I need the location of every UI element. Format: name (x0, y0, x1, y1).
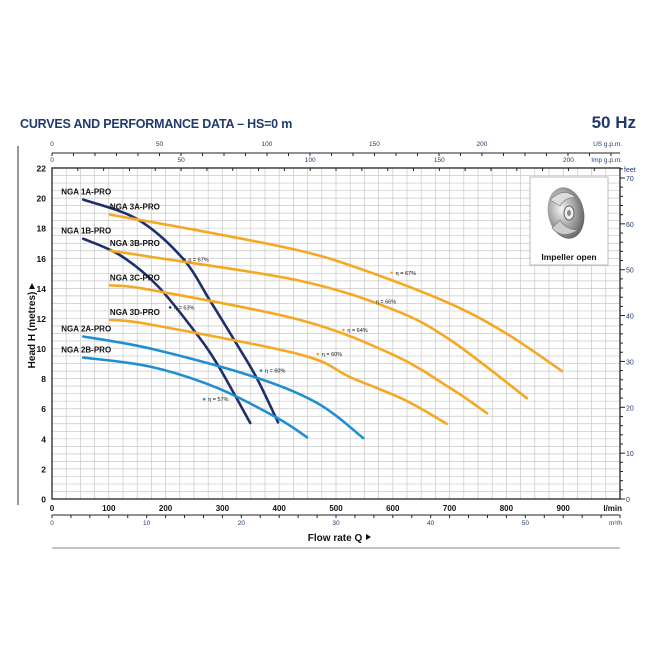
x-axis-label: Flow rate Q (308, 533, 363, 544)
y-tick-label: 12 (37, 314, 47, 324)
x-tick-label: 100 (102, 504, 116, 513)
us_gpm-tick-label: 0 (50, 141, 54, 148)
series-label: NGA 3B-PRO (110, 239, 160, 248)
series-line-nga-2a-pro (81, 335, 365, 440)
efficiency-label: η = 66% (376, 299, 396, 305)
feet-unit-label: feet (624, 167, 636, 174)
efficiency-label: η = 60% (265, 369, 285, 375)
series-label: NGA 1A-PRO (61, 188, 111, 197)
y-tick-label: 4 (41, 434, 46, 444)
us_gpm-tick-label: 50 (156, 141, 164, 148)
imp_gpm-tick-label: 100 (305, 157, 316, 164)
x-tick-label: 500 (329, 504, 343, 513)
efficiency-marker (183, 257, 186, 261)
series-line-nga-3a-pro (108, 213, 564, 373)
y-tick-label: 6 (41, 404, 46, 414)
x-tick-label: 700 (443, 504, 457, 513)
x-tick-label: 0 (50, 504, 55, 513)
series-line-nga-3b-pro (108, 249, 529, 400)
x-tick-label: 600 (386, 504, 400, 513)
efficiency-label: η = 57% (208, 397, 228, 403)
imp_gpm-tick-label: 50 (177, 157, 185, 164)
m3h-unit-label: m³/h (609, 520, 622, 527)
impeller-inset: Impeller open (529, 176, 609, 266)
x-tick-label: 400 (273, 504, 287, 513)
us_gpm-tick-label: 200 (477, 141, 488, 148)
flow-axis-arrow-icon (366, 534, 371, 540)
m3h-tick-label: 10 (143, 520, 151, 527)
labels: NGA 1A-PRO η = 67% NGA 1B-PRO η = 63% NGA 3A… (61, 188, 416, 404)
series-label: NGA 3D-PRO (110, 308, 160, 317)
imp_gpm-tick-label: 150 (434, 157, 445, 164)
feet-tick-label: 10 (626, 451, 634, 458)
series-line-nga-2b-pro (81, 356, 309, 439)
impeller-image (547, 187, 585, 239)
feet-axis: 0 10 20 30 40 50 60 70 feet (620, 167, 636, 504)
x-unit-label: l/min (603, 504, 622, 513)
efficiency-label: η = 63% (174, 305, 194, 311)
efficiency-label: η = 64% (347, 328, 367, 334)
series-line-nga-3c-pro (108, 284, 489, 415)
x-tick-label: 800 (500, 504, 514, 513)
imp_gpm-tick-label: 0 (50, 157, 54, 164)
efficiency-marker (342, 328, 345, 332)
feet-tick-label: 40 (626, 314, 634, 321)
feet-tick-label: 70 (626, 176, 634, 183)
y-tick-label: 20 (37, 194, 47, 204)
efficiency-marker (202, 397, 206, 401)
series-label: NGA 3A-PRO (110, 203, 160, 212)
efficiency-label: η = 67% (188, 257, 208, 263)
imp_gpm-axis: 0 50 100 150 200 Imp g.p.m. (50, 157, 622, 171)
y-tick-label: 18 (37, 224, 47, 234)
feet-tick-label: 60 (626, 222, 634, 229)
series (81, 198, 564, 440)
x-tick-label: 900 (557, 504, 571, 513)
y-tick-label: 22 (37, 164, 47, 174)
us_gpm-tick-label: 150 (369, 141, 380, 148)
x-tick-label: 200 (159, 504, 173, 513)
efficiency-marker (259, 369, 263, 372)
y-tick-label: 16 (37, 254, 47, 264)
m3h-tick-label: 50 (522, 520, 530, 527)
y-tick-label: 2 (41, 464, 46, 474)
y-tick-label: 0 (41, 495, 46, 505)
imp_gpm-tick-label: 200 (563, 157, 574, 164)
m3h-tick-label: 40 (427, 520, 435, 527)
frequency-label: 50 Hz (591, 113, 636, 132)
m3h-axis: 0 10 20 30 40 50 m³/h (50, 514, 622, 527)
series-label: NGA 2A-PRO (61, 325, 111, 334)
head-axis-arrow-icon (29, 283, 35, 289)
feet-tick-label: 30 (626, 359, 634, 366)
feet-tick-label: 50 (626, 268, 634, 275)
us_gpm-unit-label: US g.p.m. (593, 141, 622, 148)
y-axis-label: Head H (metres) (27, 292, 38, 369)
y-tick-label: 10 (37, 344, 47, 354)
imp_gpm-unit-label: Imp g.p.m. (591, 157, 622, 164)
y-tick-label: 8 (41, 374, 46, 384)
efficiency-label: η = 60% (322, 352, 342, 358)
efficiency-marker (168, 306, 172, 309)
feet-tick-label: 20 (626, 405, 634, 412)
series-label: NGA 2B-PRO (61, 346, 111, 355)
us_gpm-tick-label: 100 (262, 141, 273, 148)
series-line-nga-3d-pro (108, 318, 449, 426)
us_gpm-axis: 0 50 100 150 200 US g.p.m. (50, 141, 622, 156)
efficiency-marker (390, 271, 393, 275)
x-tick-label: 300 (216, 504, 230, 513)
series-label: NGA 1B-PRO (61, 227, 111, 236)
y-tick-label: 14 (37, 284, 47, 294)
m3h-tick-label: 20 (238, 520, 246, 527)
chart-title: CURVES AND PERFORMANCE DATA – HS=0 m (20, 117, 293, 131)
feet-tick-label: 0 (626, 497, 630, 504)
m3h-tick-label: 0 (50, 520, 54, 527)
efficiency-label: η = 67% (396, 271, 416, 277)
efficiency-marker (370, 300, 374, 303)
efficiency-marker (316, 352, 320, 356)
series-label: NGA 3C-PRO (110, 273, 160, 282)
series-line-nga-1b-pro (81, 237, 252, 425)
impeller-caption: Impeller open (541, 252, 596, 262)
m3h-tick-label: 30 (332, 520, 340, 527)
